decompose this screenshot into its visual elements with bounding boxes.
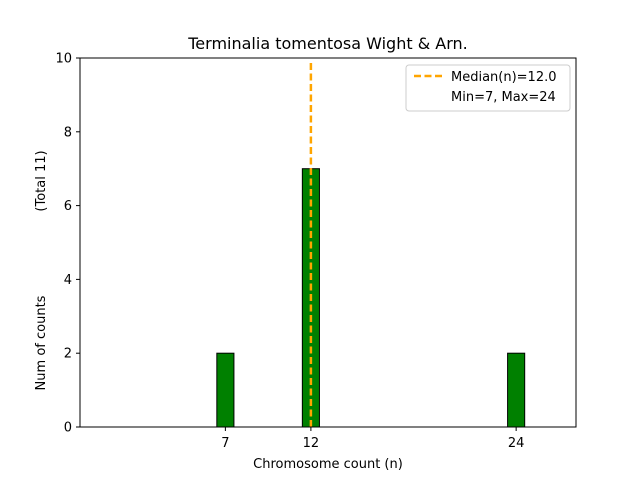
legend: Median(n)=12.0 Min=7, Max=24 bbox=[405, 64, 571, 112]
y-tick-label: 10 bbox=[55, 52, 72, 67]
legend-minmax-label: Min=7, Max=24 bbox=[451, 90, 556, 105]
y-tick-label: 0 bbox=[64, 421, 72, 436]
bar-7 bbox=[216, 352, 235, 428]
legend-box bbox=[405, 64, 571, 112]
y-tick-label: 6 bbox=[64, 199, 72, 214]
x-tick-label: 12 bbox=[303, 436, 320, 451]
x-tick-label: 7 bbox=[221, 436, 229, 451]
x-axis-label: Chromosome count (n) bbox=[253, 457, 403, 472]
bar-24 bbox=[507, 352, 526, 428]
y-tick-label: 2 bbox=[64, 347, 72, 362]
y-axis-total-label: (Total 11) bbox=[34, 150, 49, 211]
legend-median-label: Median(n)=12.0 bbox=[451, 70, 557, 85]
axes-frame bbox=[79, 57, 577, 428]
y-tick-label: 4 bbox=[64, 273, 72, 288]
chart-title: Terminalia tomentosa Wight & Arn. bbox=[187, 34, 467, 53]
x-tick-label: 24 bbox=[508, 436, 525, 451]
y-axis-label: Num of counts bbox=[34, 295, 49, 390]
y-tick-label: 8 bbox=[64, 125, 72, 140]
plot-area bbox=[97, 63, 576, 428]
